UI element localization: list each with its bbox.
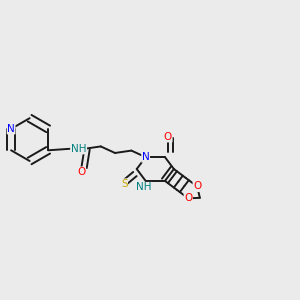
Text: O: O <box>164 132 172 142</box>
Text: O: O <box>184 194 192 203</box>
Text: S: S <box>121 179 128 189</box>
Text: N: N <box>7 124 15 134</box>
Text: NH: NH <box>71 144 86 154</box>
Text: O: O <box>193 182 201 191</box>
Text: NH: NH <box>136 182 152 193</box>
Text: O: O <box>77 167 86 177</box>
Text: N: N <box>142 152 149 162</box>
